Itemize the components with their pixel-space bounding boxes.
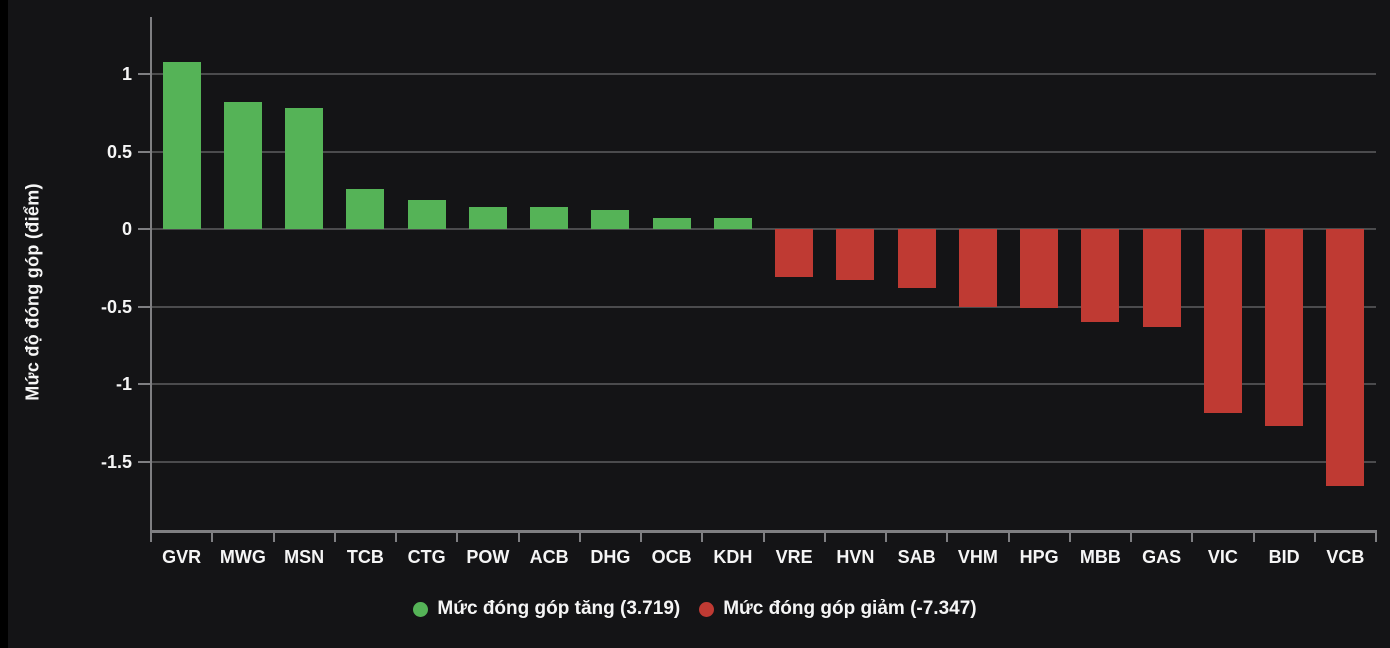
x-category-label: BID bbox=[1268, 547, 1300, 567]
x-category-label: CTG bbox=[407, 547, 446, 567]
x-axis-tick bbox=[701, 533, 704, 542]
x-category-label: GVR bbox=[162, 547, 202, 567]
x-axis-tick bbox=[1130, 533, 1132, 542]
legend: Mức đóng góp tăng (3.719) Mức đóng góp g… bbox=[0, 598, 1390, 620]
x-axis-line bbox=[150, 530, 1377, 533]
x-axis-tick bbox=[762, 533, 765, 542]
x-axis-tick bbox=[456, 533, 459, 542]
y-tick-label: 1 bbox=[121, 64, 132, 84]
x-axis-tick bbox=[1252, 533, 1255, 542]
x-category-label: MSN bbox=[284, 547, 325, 567]
bar-hvn[interactable] bbox=[836, 229, 875, 281]
y-axis-tick bbox=[138, 383, 151, 385]
y-axis-tick bbox=[138, 460, 151, 463]
x-axis-tick bbox=[578, 533, 581, 542]
y-tick-label: 0.5 bbox=[106, 141, 132, 162]
legend-decrease-label: Mức đóng góp giảm (-7.347) bbox=[723, 598, 977, 619]
x-axis-tick bbox=[640, 533, 642, 542]
bar-dhg[interactable] bbox=[591, 210, 630, 229]
x-axis-tick bbox=[1191, 533, 1194, 542]
gridline bbox=[151, 228, 1376, 230]
y-tick-label: -1 bbox=[115, 374, 132, 394]
y-axis-tick bbox=[138, 228, 151, 230]
x-category-label: HPG bbox=[1019, 547, 1059, 567]
bar-pow[interactable] bbox=[468, 207, 507, 229]
x-category-label: KDH bbox=[713, 547, 753, 567]
bar-vcb[interactable] bbox=[1326, 229, 1365, 487]
gridline bbox=[151, 305, 1376, 308]
x-category-label: OCB bbox=[651, 547, 692, 567]
bar-msn[interactable] bbox=[285, 108, 324, 229]
x-category-label: VHM bbox=[957, 547, 998, 567]
y-axis-tick bbox=[138, 305, 151, 308]
gridline bbox=[151, 150, 1376, 153]
y-tick-label: 0 bbox=[121, 219, 132, 239]
y-axis-tick bbox=[138, 73, 151, 75]
legend-decrease-dot-icon bbox=[699, 601, 715, 617]
legend-increase-label: Mức đóng góp tăng (3.719) bbox=[437, 598, 681, 619]
x-category-label: GAS bbox=[1142, 547, 1182, 567]
bar-gvr[interactable] bbox=[162, 61, 201, 229]
gridline bbox=[151, 383, 1376, 385]
bar-mwg[interactable] bbox=[223, 101, 262, 229]
bar-acb[interactable] bbox=[530, 207, 569, 229]
x-axis-tick bbox=[333, 533, 336, 542]
x-category-label: POW bbox=[466, 547, 510, 567]
x-category-label: VRE bbox=[775, 547, 813, 567]
bar-mbb[interactable] bbox=[1081, 229, 1120, 322]
x-category-label: TCB bbox=[346, 547, 384, 567]
x-axis-tick bbox=[517, 533, 520, 542]
bar-ocb[interactable] bbox=[652, 218, 691, 229]
x-category-label: DHG bbox=[590, 547, 631, 567]
bar-vic[interactable] bbox=[1203, 229, 1242, 414]
x-category-label: VCB bbox=[1326, 547, 1365, 567]
gridline bbox=[151, 73, 1376, 75]
x-axis-tick bbox=[1375, 533, 1377, 542]
bar-hpg[interactable] bbox=[1020, 229, 1059, 309]
legend-increase-dot-icon bbox=[413, 601, 429, 617]
x-axis-tick bbox=[823, 533, 826, 542]
y-axis-title: Mức độ đóng góp (điểm) bbox=[22, 183, 43, 401]
y-axis-line bbox=[150, 17, 152, 533]
bar-sab[interactable] bbox=[897, 229, 936, 288]
gridline bbox=[151, 460, 1376, 463]
y-tick-label: -1.5 bbox=[100, 451, 132, 472]
x-category-label: SAB bbox=[897, 547, 936, 567]
x-category-label: HVN bbox=[836, 547, 875, 567]
x-category-label: MBB bbox=[1079, 547, 1121, 567]
bar-kdh[interactable] bbox=[713, 218, 752, 229]
x-axis-tick bbox=[1007, 533, 1010, 542]
x-axis-tick bbox=[946, 533, 949, 542]
x-axis-tick bbox=[150, 533, 152, 542]
x-category-label: VIC bbox=[1207, 547, 1238, 567]
y-axis-tick bbox=[138, 150, 151, 153]
bar-tcb[interactable] bbox=[346, 188, 385, 229]
x-category-label: ACB bbox=[529, 547, 569, 567]
x-category-label: MWG bbox=[219, 547, 266, 567]
x-axis-tick bbox=[395, 533, 397, 542]
x-axis-tick bbox=[1068, 533, 1071, 542]
bar-ctg[interactable] bbox=[407, 199, 446, 229]
left-edge-strip bbox=[0, 0, 8, 648]
x-axis-tick bbox=[272, 533, 275, 542]
bar-bid[interactable] bbox=[1265, 229, 1304, 426]
x-axis-tick bbox=[885, 533, 887, 542]
y-tick-label: -0.5 bbox=[100, 296, 132, 317]
x-axis-tick bbox=[211, 533, 214, 542]
bar-vre[interactable] bbox=[775, 229, 814, 278]
x-axis-tick bbox=[1313, 533, 1316, 542]
bar-vhm[interactable] bbox=[958, 229, 997, 307]
bar-gas[interactable] bbox=[1142, 229, 1181, 327]
